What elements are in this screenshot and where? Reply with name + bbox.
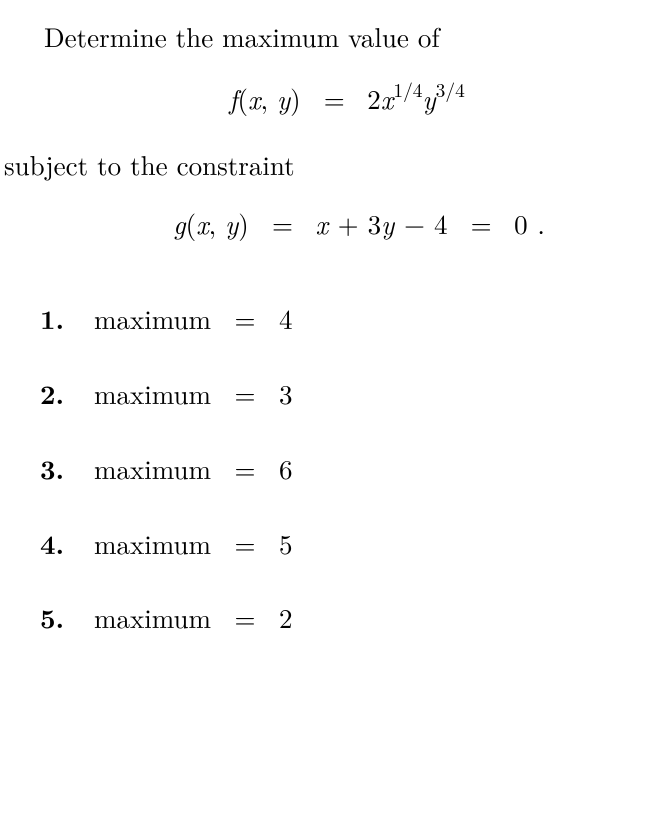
g-x: x: [315, 204, 328, 242]
option-label: maximum: [94, 449, 211, 487]
constraint-name: g: [173, 204, 185, 242]
constraint-equation: g(x, y) = x + 3y − 4 = 0 .: [46, 205, 648, 243]
exp-x: 1/4: [393, 75, 422, 103]
base-y: y: [423, 79, 436, 117]
g-rhs: 0: [514, 204, 528, 242]
option-number: 2.: [40, 374, 94, 412]
g-coeff-y: 3: [368, 204, 382, 242]
option-label: maximum: [94, 374, 211, 412]
option-4[interactable]: 4. maximum = 5: [40, 524, 648, 563]
var-y: y: [277, 79, 290, 117]
option-1[interactable]: 1. maximum = 4: [40, 299, 648, 338]
option-number: 4.: [40, 524, 94, 562]
problem-intro: Determine the maximum value of: [44, 18, 648, 56]
exp-y: 3/4: [436, 75, 465, 103]
g-plus: +: [338, 204, 368, 242]
var-x: x: [248, 79, 261, 117]
option-number: 5.: [40, 598, 94, 636]
function-equation: f(x, y) = 2x1/4y3/4: [46, 78, 648, 118]
option-value: 6: [279, 449, 293, 487]
coeff: 2: [367, 79, 381, 117]
option-value: 4: [279, 299, 293, 337]
option-label: maximum: [94, 299, 211, 337]
option-2[interactable]: 2. maximum = 3: [40, 374, 648, 413]
option-value: 5: [279, 524, 293, 562]
g-var-y: y: [225, 204, 238, 242]
option-label: maximum: [94, 524, 211, 562]
option-value: 3: [279, 374, 293, 412]
subject-text: subject to the constraint: [4, 146, 648, 184]
option-number: 3.: [40, 449, 94, 487]
option-label: maximum: [94, 598, 211, 636]
base-x: x: [381, 79, 394, 117]
option-5[interactable]: 5. maximum = 2: [40, 598, 648, 637]
period: .: [537, 204, 545, 242]
g-minus: −: [404, 204, 425, 242]
g-var-x: x: [196, 204, 209, 242]
g-y: y: [381, 204, 394, 242]
option-number: 1.: [40, 299, 94, 337]
option-3[interactable]: 3. maximum = 6: [40, 449, 648, 488]
g-const: 4: [434, 204, 448, 242]
option-value: 2: [279, 598, 293, 636]
